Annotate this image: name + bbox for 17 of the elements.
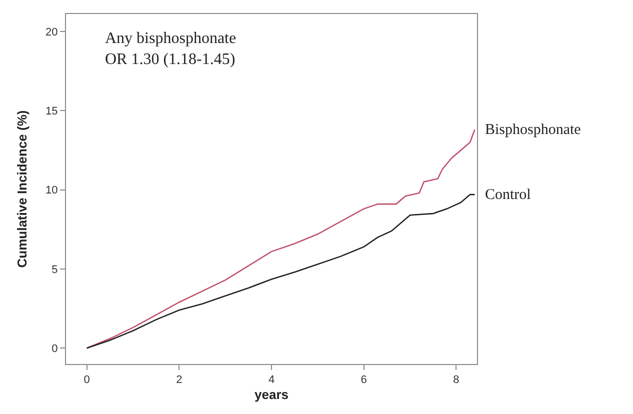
series-label: Control xyxy=(485,187,531,203)
annotation: Any bisphosphonate OR 1.30 (1.18-1.45) xyxy=(105,30,236,68)
x-tick-label: 4 xyxy=(268,374,275,386)
y-tick-label: 0 xyxy=(52,343,58,356)
x-axis-title: years xyxy=(254,386,288,402)
y-axis-title: Cumulative Incidence (%) xyxy=(14,110,30,268)
x-tick-label: 0 xyxy=(84,374,90,386)
y-tick-label: 20 xyxy=(46,26,58,38)
y-tick-label: 5 xyxy=(52,264,58,276)
x-tick-label: 8 xyxy=(453,374,460,386)
x-tick-label: 2 xyxy=(176,374,182,386)
series-label: Bisphosphonate xyxy=(485,122,582,138)
line-series xyxy=(86,128,476,349)
line-series xyxy=(86,194,476,349)
x-tick-label: 6 xyxy=(360,374,367,386)
y-tick-label: 15 xyxy=(46,105,58,118)
y-tick-label: 10 xyxy=(46,184,58,197)
